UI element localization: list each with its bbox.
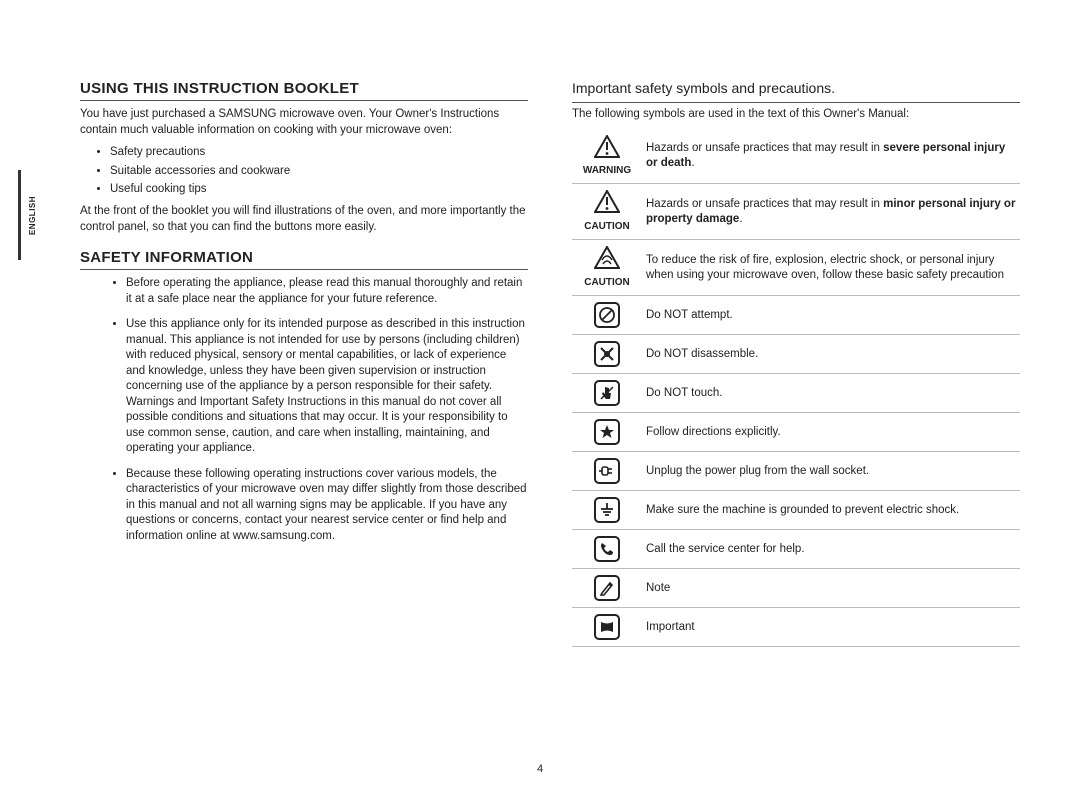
manual-page: ENGLISH USING THIS INSTRUCTION BOOKLET Y… [0,0,1080,789]
row-text: To reduce the risk of fire, explosion, e… [642,240,1020,296]
warning-triangle-icon [594,135,620,163]
follow-icon [594,419,620,445]
caution-triangle-icon [594,246,620,274]
row-text: Important [642,608,1020,647]
warning-triangle-icon [594,190,620,218]
safety-bullets: Before operating the appliance, please r… [80,276,528,544]
icon-label: CAUTION [576,276,638,289]
after-bullets-text: At the front of the booklet you will fin… [80,204,528,235]
no-attempt-icon [594,302,620,328]
heading-safety-info: SAFETY INFORMATION [80,249,528,270]
intro-bullets: Safety precautions Suitable accessories … [80,144,528,198]
row-text: Follow directions explicitly. [642,413,1020,452]
row-text: Do NOT touch. [642,374,1020,413]
row-text: Hazards or unsafe practices that may res… [642,129,1020,184]
no-touch-icon [594,380,620,406]
row-text: Unplug the power plug from the wall sock… [642,452,1020,491]
safety-item: Use this appliance only for its intended… [126,317,528,457]
bullet-item: Suitable accessories and cookware [110,163,528,180]
row-text: Note [642,569,1020,608]
table-row: Do NOT disassemble. [572,335,1020,374]
table-row: Unplug the power plug from the wall sock… [572,452,1020,491]
row-text: Make sure the machine is grounded to pre… [642,491,1020,530]
symbols-table: WARNING Hazards or unsafe practices that… [572,129,1020,648]
language-tab: ENGLISH [18,170,45,260]
safety-item: Because these following operating instru… [126,467,528,545]
icon-label: CAUTION [576,220,638,233]
table-row: Do NOT attempt. [572,296,1020,335]
note-icon [594,575,620,601]
page-number: 4 [0,763,1080,775]
table-row: Do NOT touch. [572,374,1020,413]
table-row: Important [572,608,1020,647]
call-icon [594,536,620,562]
icon-label: WARNING [576,164,638,177]
ground-icon [594,497,620,523]
no-disassemble-icon [594,341,620,367]
columns: USING THIS INSTRUCTION BOOKLET You have … [80,80,1020,647]
table-row: WARNING Hazards or unsafe practices that… [572,129,1020,184]
unplug-icon [594,458,620,484]
language-label: ENGLISH [29,195,38,234]
important-icon [594,614,620,640]
heading-symbols: Important safety symbols and precautions… [572,80,1020,96]
table-row: Make sure the machine is grounded to pre… [572,491,1020,530]
table-row: Note [572,569,1020,608]
row-text: Hazards or unsafe practices that may res… [642,184,1020,240]
heading-using-booklet: USING THIS INSTRUCTION BOOKLET [80,80,528,101]
bullet-item: Safety precautions [110,144,528,161]
right-column: Important safety symbols and precautions… [572,80,1020,647]
table-row: CAUTION Hazards or unsafe practices that… [572,184,1020,240]
symbols-intro: The following symbols are used in the te… [572,107,1020,123]
row-text: Do NOT disassemble. [642,335,1020,374]
row-text: Do NOT attempt. [642,296,1020,335]
table-row: Call the service center for help. [572,530,1020,569]
left-column: USING THIS INSTRUCTION BOOKLET You have … [80,80,528,647]
table-row: CAUTION To reduce the risk of fire, expl… [572,240,1020,296]
safety-item: Before operating the appliance, please r… [126,276,528,307]
intro-text: You have just purchased a SAMSUNG microw… [80,107,528,138]
table-row: Follow directions explicitly. [572,413,1020,452]
bullet-item: Useful cooking tips [110,181,528,198]
row-text: Call the service center for help. [642,530,1020,569]
